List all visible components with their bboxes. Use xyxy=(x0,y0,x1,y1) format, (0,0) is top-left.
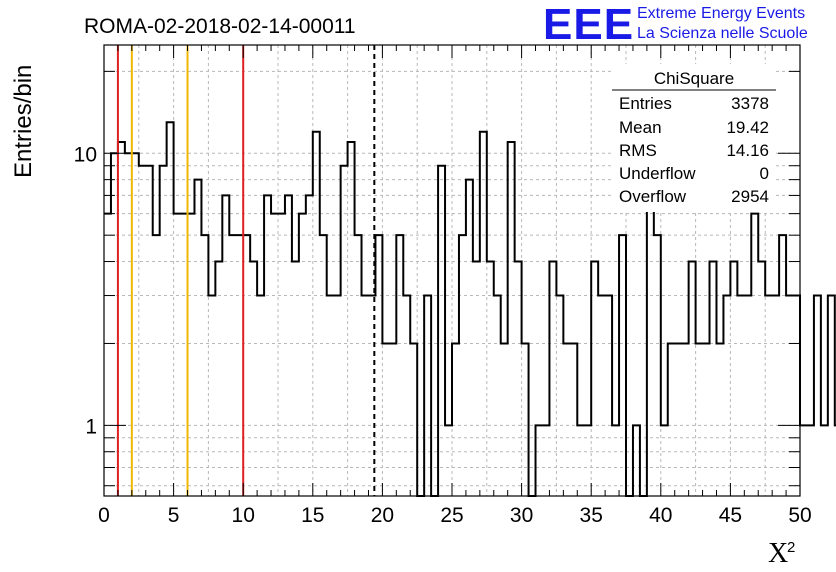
y-tick-label: 1 xyxy=(85,415,97,438)
stat-value-entries: 3378 xyxy=(731,94,769,113)
y-axis-label: Entries/bin xyxy=(10,65,37,178)
x-tick-label: 15 xyxy=(301,504,324,527)
histogram-outline xyxy=(104,121,836,497)
reference-lines xyxy=(116,45,376,496)
stat-label-underflow: Underflow xyxy=(619,164,696,183)
logo-line-1: Extreme Energy Events xyxy=(637,5,805,22)
x-tick-label: 35 xyxy=(580,504,603,527)
x-tick-label: 0 xyxy=(98,504,110,527)
x-axis-label: X xyxy=(768,538,788,569)
x-tick-label: 30 xyxy=(510,504,533,527)
y-axis-ticks: 1 10 xyxy=(74,70,800,487)
logo-line-2: La Scienza nelle Scuole xyxy=(637,25,808,42)
stat-label-mean: Mean xyxy=(619,118,662,137)
stat-value-underflow: 0 xyxy=(760,164,769,183)
stat-label-overflow: Overflow xyxy=(619,187,687,206)
run-title: ROMA-02-2018-02-14-00011 xyxy=(84,15,356,38)
x-axis-ticks: 0 5 10 15 20 25 30 35 40 45 50 xyxy=(98,45,812,527)
stats-box: ChiSquare Entries 3378 Mean 19.42 RMS 14… xyxy=(612,64,776,212)
stats-box-background xyxy=(612,64,776,212)
histogram xyxy=(104,121,836,497)
stat-label-rms: RMS xyxy=(619,141,657,160)
grid-lines xyxy=(104,45,800,496)
x-tick-label: 20 xyxy=(371,504,394,527)
stat-value-rms: 14.16 xyxy=(726,141,769,160)
x-tick-label: 45 xyxy=(719,504,742,527)
x-axis-label-superscript: 2 xyxy=(787,539,795,556)
stat-value-overflow: 2954 xyxy=(731,187,769,206)
stat-label-entries: Entries xyxy=(619,94,672,113)
eee-logo-text: EEE xyxy=(543,0,634,49)
x-tick-label: 5 xyxy=(168,504,180,527)
x-tick-label: 50 xyxy=(788,504,811,527)
x-tick-label: 10 xyxy=(232,504,255,527)
x-tick-label: 25 xyxy=(440,504,463,527)
stats-box-title: ChiSquare xyxy=(654,69,734,88)
y-tick-label: 10 xyxy=(74,143,97,166)
stat-value-mean: 19.42 xyxy=(726,118,769,137)
x-tick-label: 40 xyxy=(649,504,672,527)
